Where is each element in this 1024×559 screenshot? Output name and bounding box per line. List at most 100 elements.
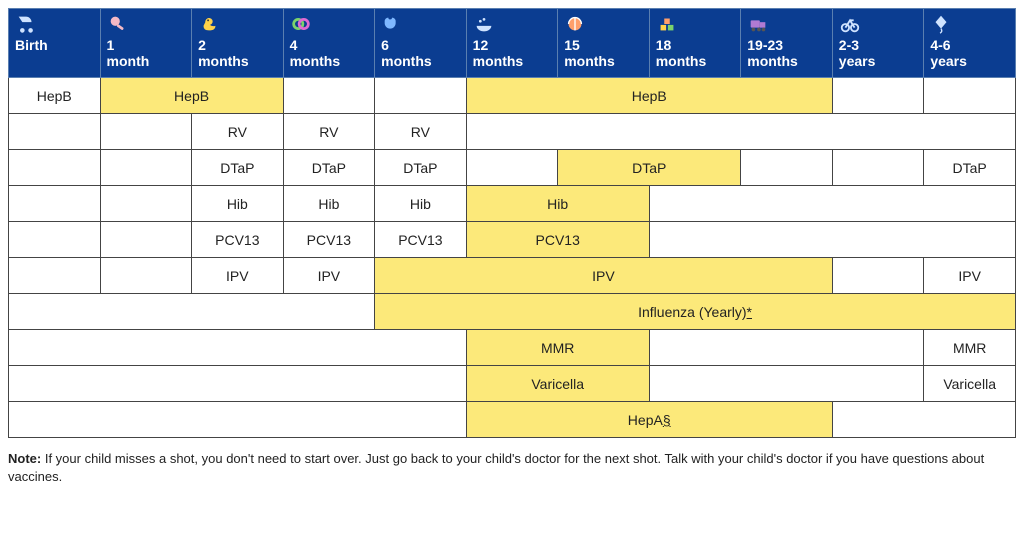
empty-cell bbox=[9, 402, 467, 438]
empty-cell bbox=[832, 78, 924, 114]
empty-cell bbox=[649, 366, 924, 402]
vaccine-cell-hepb: HepB bbox=[466, 78, 832, 114]
schedule-body: HepBHepBHepBRVRVRVDTaPDTaPDTaPDTaPDTaPHi… bbox=[9, 78, 1016, 438]
bike-icon bbox=[839, 13, 918, 35]
empty-cell bbox=[9, 114, 101, 150]
empty-cell bbox=[375, 78, 467, 114]
empty-cell bbox=[283, 78, 375, 114]
vaccine-cell-ipv: IPV bbox=[375, 258, 833, 294]
vaccine-cell-hepb: HepB bbox=[100, 78, 283, 114]
age-header-0: Birth bbox=[9, 9, 101, 78]
empty-cell bbox=[9, 150, 101, 186]
age-header-10: 4-6years bbox=[924, 9, 1016, 78]
vaccine-cell-hib: Hib bbox=[375, 186, 467, 222]
ball-icon bbox=[564, 13, 643, 35]
empty-cell bbox=[9, 330, 467, 366]
immunization-schedule-table: Birth 1month 2months 4months 6months12months… bbox=[8, 8, 1016, 438]
empty-cell bbox=[9, 186, 101, 222]
vaccine-cell-varicella: Varicella bbox=[924, 366, 1016, 402]
table-row: MMRMMR bbox=[9, 330, 1016, 366]
stroller-icon bbox=[15, 13, 94, 35]
vaccine-cell-dtap: DTaP bbox=[558, 150, 741, 186]
age-header-8: 19-23months bbox=[741, 9, 833, 78]
footnote-symbol: * bbox=[747, 304, 752, 320]
empty-cell bbox=[100, 258, 192, 294]
empty-cell bbox=[9, 294, 375, 330]
table-row: HibHibHibHib bbox=[9, 186, 1016, 222]
empty-cell bbox=[924, 78, 1016, 114]
vaccine-cell-hib: Hib bbox=[283, 186, 375, 222]
vaccine-cell-hib: Hib bbox=[466, 186, 649, 222]
footnote: Note: If your child misses a shot, you d… bbox=[8, 450, 1016, 486]
age-header-label: 15months bbox=[564, 37, 615, 69]
age-header-label: 18months bbox=[656, 37, 707, 69]
age-header-7: 18months bbox=[649, 9, 741, 78]
table-row: PCV13PCV13PCV13PCV13 bbox=[9, 222, 1016, 258]
empty-cell bbox=[466, 150, 558, 186]
empty-cell bbox=[100, 222, 192, 258]
bath-icon bbox=[473, 13, 552, 35]
vaccine-cell-rv: RV bbox=[283, 114, 375, 150]
vaccine-cell-hepb: HepB bbox=[9, 78, 101, 114]
age-header-label: 4months bbox=[290, 37, 341, 69]
age-header-label: 2months bbox=[198, 37, 249, 69]
table-row: HepA§ bbox=[9, 402, 1016, 438]
rattle-icon bbox=[107, 13, 186, 35]
table-row: DTaPDTaPDTaPDTaPDTaP bbox=[9, 150, 1016, 186]
age-header-label: 1month bbox=[107, 37, 150, 69]
table-row: RVRVRV bbox=[9, 114, 1016, 150]
footnote-symbol: § bbox=[663, 412, 671, 428]
vaccine-cell-dtap: DTaP bbox=[924, 150, 1016, 186]
age-header-label: 2-3years bbox=[839, 37, 876, 69]
table-row: Influenza (Yearly)* bbox=[9, 294, 1016, 330]
empty-cell bbox=[741, 150, 833, 186]
train-icon bbox=[747, 13, 826, 35]
vaccine-cell-hib: Hib bbox=[192, 186, 284, 222]
vaccine-cell-dtap: DTaP bbox=[283, 150, 375, 186]
age-header-9: 2-3years bbox=[832, 9, 924, 78]
vaccine-cell-mmr: MMR bbox=[924, 330, 1016, 366]
footnote-text: If your child misses a shot, you don't n… bbox=[8, 451, 984, 484]
vaccine-cell-pcv13: PCV13 bbox=[375, 222, 467, 258]
empty-cell bbox=[832, 258, 924, 294]
table-row: IPVIPVIPVIPV bbox=[9, 258, 1016, 294]
age-header-1: 1month bbox=[100, 9, 192, 78]
age-header-label: 19-23months bbox=[747, 37, 798, 69]
empty-cell bbox=[466, 114, 1015, 150]
table-row: Varicella Varicella bbox=[9, 366, 1016, 402]
blocks-icon bbox=[656, 13, 735, 35]
age-header-5: 12months bbox=[466, 9, 558, 78]
age-header-label: 4-6years bbox=[930, 37, 967, 69]
vaccine-cell-pcv13: PCV13 bbox=[192, 222, 284, 258]
bib-icon bbox=[381, 13, 460, 35]
table-row: HepBHepBHepB bbox=[9, 78, 1016, 114]
empty-cell bbox=[100, 186, 192, 222]
vaccine-cell-dtap: DTaP bbox=[375, 150, 467, 186]
duck-icon bbox=[198, 13, 277, 35]
empty-cell bbox=[100, 150, 192, 186]
empty-cell bbox=[100, 114, 192, 150]
vaccine-cell-ipv: IPV bbox=[924, 258, 1016, 294]
empty-cell bbox=[9, 258, 101, 294]
empty-cell bbox=[649, 330, 924, 366]
empty-cell bbox=[832, 402, 1015, 438]
vaccine-cell-ipv: IPV bbox=[192, 258, 284, 294]
vaccine-cell-ipv: IPV bbox=[283, 258, 375, 294]
vaccine-cell-varicella: Varicella bbox=[466, 366, 649, 402]
vaccine-cell-rv: RV bbox=[375, 114, 467, 150]
age-header-label: Birth bbox=[15, 37, 48, 53]
age-header-3: 4months bbox=[283, 9, 375, 78]
empty-cell bbox=[9, 222, 101, 258]
age-header-label: 12months bbox=[473, 37, 524, 69]
vaccine-cell-rv: RV bbox=[192, 114, 284, 150]
age-header-6: 15months bbox=[558, 9, 650, 78]
age-header-2: 2months bbox=[192, 9, 284, 78]
kite-icon bbox=[930, 13, 1009, 35]
age-header-4: 6months bbox=[375, 9, 467, 78]
vaccine-cell-hepa: HepA§ bbox=[466, 402, 832, 438]
footnote-label: Note: bbox=[8, 451, 41, 466]
vaccine-cell-dtap: DTaP bbox=[192, 150, 284, 186]
vaccine-cell-influenza-yearly-: Influenza (Yearly)* bbox=[375, 294, 1016, 330]
empty-cell bbox=[9, 366, 467, 402]
age-header-row: Birth 1month 2months 4months 6months12months… bbox=[9, 9, 1016, 78]
